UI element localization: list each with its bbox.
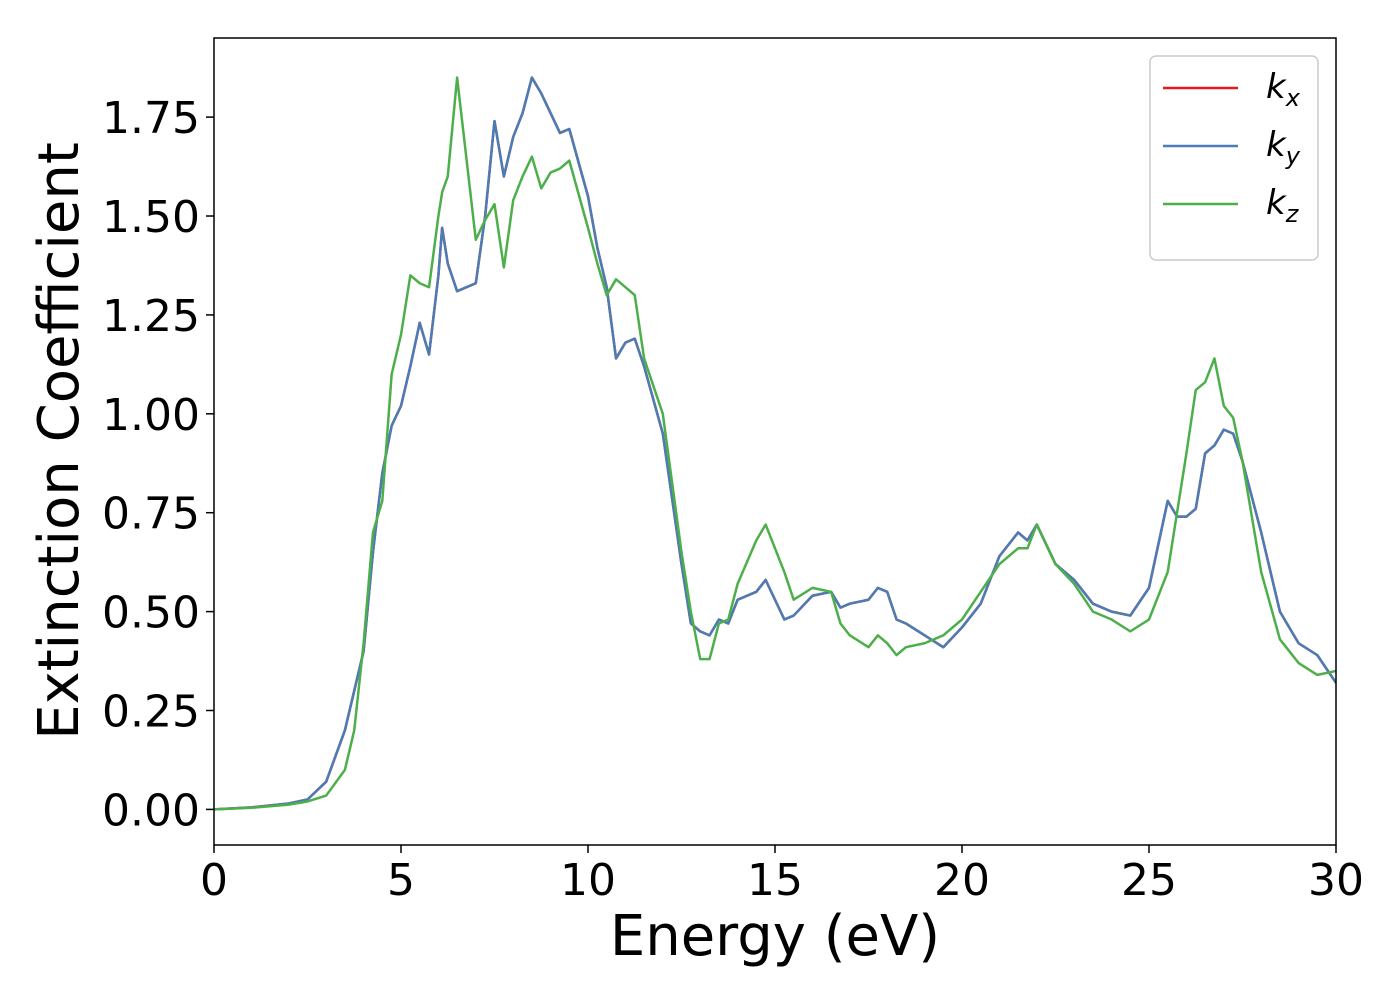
legend-box (1149, 55, 1319, 261)
y-axis-label: Extinction Coefficient (27, 142, 92, 740)
x-tick-label: 20 (934, 855, 990, 906)
data-line (214, 76, 1336, 811)
y-tick-label: 1.50 (102, 192, 200, 243)
x-axis-label: Energy (eV) (610, 904, 940, 969)
y-tick-label: 1.25 (102, 291, 200, 342)
x-tick-label: 0 (200, 855, 228, 906)
legend-label: ky (1266, 125, 1301, 170)
y-tick-label: 0.25 (102, 687, 200, 738)
data-line (214, 76, 1336, 811)
plot-frame (213, 37, 1337, 846)
x-tick-label: 30 (1308, 855, 1364, 906)
legend-label: kx (1266, 67, 1301, 112)
legend-label: kz (1266, 183, 1300, 228)
x-tick-label: 10 (560, 855, 616, 906)
y-tick-label: 0.00 (102, 785, 200, 836)
y-tick-label: 1.75 (102, 93, 200, 144)
y-tick-label: 0.75 (102, 489, 200, 540)
y-tick-label: 1.00 (102, 390, 200, 441)
x-tick-label: 15 (747, 855, 803, 906)
x-tick-label: 5 (387, 855, 415, 906)
x-tick-label: 25 (1121, 855, 1177, 906)
y-tick-label: 0.50 (102, 588, 200, 639)
